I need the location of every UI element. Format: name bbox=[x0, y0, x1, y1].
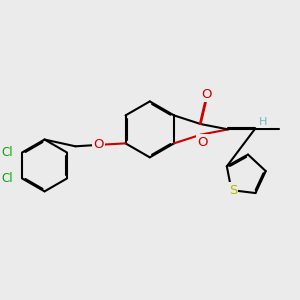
Text: O: O bbox=[197, 136, 207, 148]
Text: O: O bbox=[93, 138, 104, 151]
Text: O: O bbox=[201, 88, 212, 101]
Text: Cl: Cl bbox=[2, 172, 13, 185]
Text: H: H bbox=[259, 117, 268, 127]
Text: Cl: Cl bbox=[2, 146, 13, 159]
Text: S: S bbox=[229, 184, 237, 196]
